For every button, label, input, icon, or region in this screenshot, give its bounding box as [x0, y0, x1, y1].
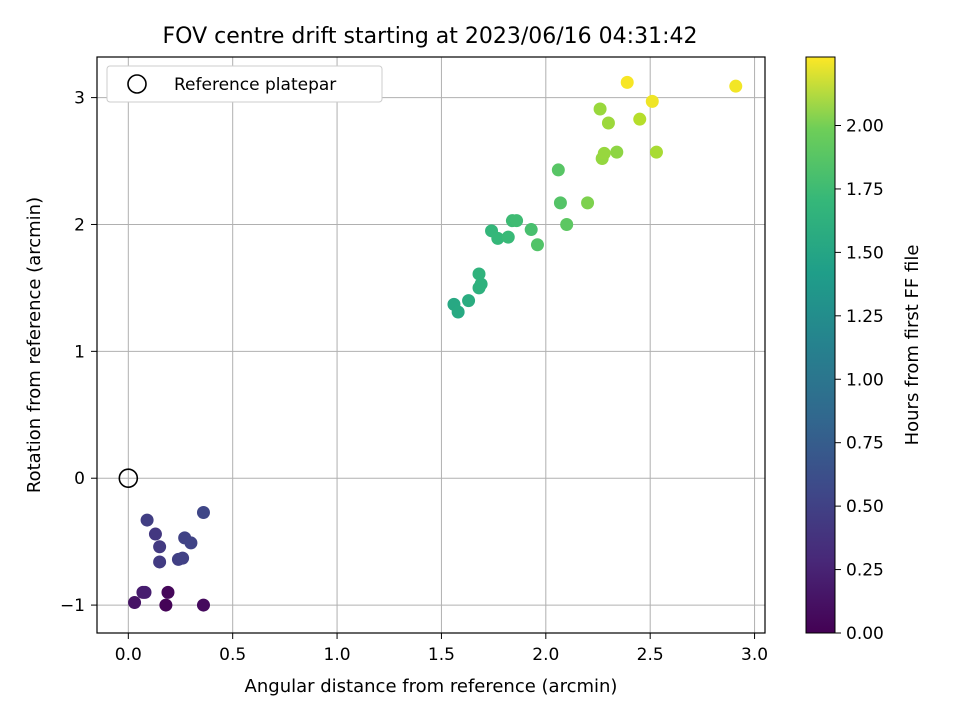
scatter-point [620, 75, 634, 89]
plot-area: 0.0 0.5 1.0 1.5 2.0 2.5 3.0 −1 0 1 2 3 [60, 56, 768, 665]
scatter-point [184, 536, 198, 550]
scatter-point [597, 146, 611, 160]
scatter-point [196, 598, 210, 612]
x-axis-label: Angular distance from reference (arcmin) [245, 676, 618, 697]
colorbar-tick-label: 1.50 [846, 243, 884, 263]
y-tick-label: 2 [74, 215, 85, 235]
legend-label: Reference platepar [174, 75, 336, 95]
scatter-point [729, 79, 743, 93]
scatter-point [581, 196, 595, 210]
colorbar-tick-label: 0.00 [846, 624, 884, 644]
scatter-point [491, 231, 505, 245]
colorbar-label: Hours from first FF file [902, 245, 923, 446]
scatter-point [128, 596, 142, 610]
scatter-point [530, 238, 544, 252]
colorbar-tick-label: 2.00 [846, 117, 884, 137]
scatter-point [451, 305, 465, 319]
x-tick-label: 3.0 [741, 645, 768, 665]
scatter-point [153, 540, 167, 554]
colorbar-tick-label: 0.75 [846, 434, 884, 454]
plot-background [97, 57, 765, 633]
colorbar: 0.00 0.25 0.50 0.75 1.00 1.25 1.50 1.75 2.00 Hou… [805, 56, 923, 644]
legend-box [106, 65, 383, 103]
y-axis-label: Rotation from reference (arcmin) [24, 197, 45, 493]
y-tick-label: 0 [74, 469, 85, 489]
scatter-point [645, 94, 659, 108]
scatter-point [560, 217, 574, 231]
scatter-point [610, 145, 624, 159]
scatter-point [176, 551, 190, 565]
scatter-point [593, 102, 607, 116]
y-tick-label: 1 [74, 342, 85, 362]
y-axis-ticks: −1 0 1 2 3 [60, 89, 97, 616]
scatter-point [159, 598, 173, 612]
scatter-point [161, 585, 175, 599]
scatter-point [140, 513, 154, 527]
x-tick-label: 2.0 [532, 645, 559, 665]
scatter-point [148, 527, 162, 541]
scatter-point [474, 277, 488, 291]
x-tick-label: 1.5 [428, 645, 455, 665]
scatter-points [128, 75, 743, 612]
scatter-point [553, 196, 567, 210]
scatter-point [524, 223, 538, 237]
colorbar-tick-label: 1.00 [846, 370, 884, 390]
scatter-point [153, 555, 167, 569]
x-tick-label: 0.5 [219, 645, 246, 665]
colorbar-tick-label: 0.25 [846, 561, 884, 581]
colorbar-tick-label: 1.25 [846, 307, 884, 327]
colorbar-gradient [805, 56, 836, 634]
scatter-point [649, 145, 663, 159]
legend: Reference platepar [106, 65, 383, 103]
reference-platepar-marker [118, 468, 139, 489]
scatter-point [501, 230, 515, 244]
x-axis-ticks: 0.0 0.5 1.0 1.5 2.0 2.5 3.0 [115, 633, 768, 665]
chart-title: FOV centre drift starting at 2023/06/16 … [163, 24, 698, 49]
scatter-point [462, 294, 476, 308]
plot-frame [96, 56, 766, 634]
y-tick-label: −1 [60, 596, 85, 616]
scatter-point [138, 585, 152, 599]
scatter-point [196, 505, 210, 519]
scatter-point [472, 267, 486, 281]
y-tick-label: 3 [74, 89, 85, 109]
x-tick-label: 0.0 [115, 645, 142, 665]
scatter-point [510, 214, 524, 228]
x-tick-label: 1.0 [324, 645, 351, 665]
scatter-point [633, 112, 647, 126]
colorbar-ticks: 0.00 0.25 0.50 0.75 1.00 1.25 1.50 1.75 2.00 [835, 117, 884, 644]
x-tick-label: 2.5 [637, 645, 664, 665]
colorbar-tick-label: 1.75 [846, 180, 884, 200]
colorbar-tick-label: 0.50 [846, 497, 884, 517]
legend-marker [127, 74, 147, 94]
scatter-point [601, 116, 615, 130]
scatter-point [551, 163, 565, 177]
